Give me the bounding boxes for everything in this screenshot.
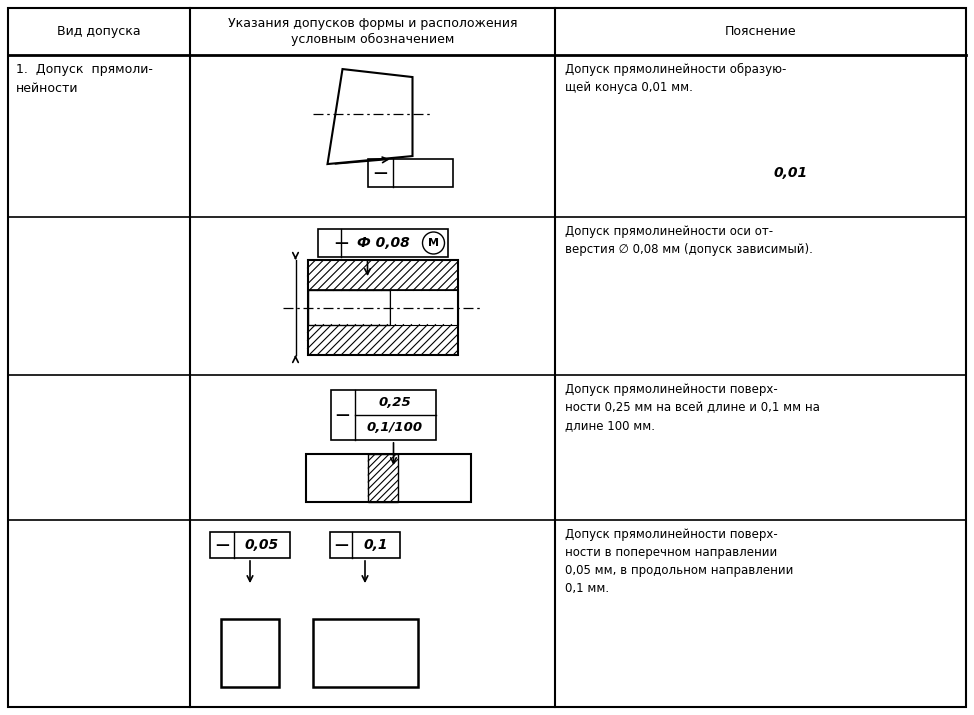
- Bar: [308, 325, 458, 355]
- Bar: [390, 290, 458, 325]
- Text: М: М: [428, 238, 439, 248]
- Text: Допуск прямолинейности оси от-
верстия ∅ 0,08 мм (допуск зависимый).: Допуск прямолинейности оси от- верстия ∅…: [565, 225, 813, 256]
- Text: 0,1: 0,1: [364, 538, 389, 552]
- Text: 0,1/100: 0,1/100: [367, 421, 423, 434]
- Text: Вид допуска: Вид допуска: [57, 25, 141, 38]
- Bar: [221, 619, 279, 687]
- Bar: [306, 454, 470, 502]
- Text: —: —: [215, 538, 229, 552]
- Bar: [368, 454, 398, 502]
- Text: Допуск прямолинейности поверх-
ности в поперечном направлении
0,05 мм, в продоль: Допуск прямолинейности поверх- ности в п…: [565, 528, 794, 595]
- Bar: [330, 390, 435, 440]
- Bar: [308, 260, 458, 290]
- Text: —: —: [334, 538, 348, 552]
- Text: 1.  Допуск  прямоли-
нейности: 1. Допуск прямоли- нейности: [16, 63, 153, 95]
- Text: Пояснение: Пояснение: [725, 25, 797, 38]
- Text: Указания допусков формы и расположения
условным обозначением: Указания допусков формы и расположения у…: [228, 17, 517, 46]
- Text: 0,01: 0,01: [773, 166, 807, 180]
- Text: 0,05: 0,05: [244, 538, 280, 552]
- Text: Допуск прямолинейности поверх-
ности 0,25 мм на всей длине и 0,1 мм на
длине 100: Допуск прямолинейности поверх- ности 0,2…: [565, 383, 820, 432]
- Text: 0,25: 0,25: [379, 396, 411, 409]
- Bar: [330, 532, 400, 558]
- Bar: [210, 532, 290, 558]
- Bar: [367, 159, 453, 187]
- Bar: [313, 619, 418, 687]
- Text: Ф 0,08: Ф 0,08: [356, 236, 410, 250]
- Text: Допуск прямолинейности образую-
щей конуса 0,01 мм.: Допуск прямолинейности образую- щей кону…: [565, 63, 786, 94]
- Text: —: —: [373, 166, 388, 180]
- Bar: [308, 260, 458, 355]
- Text: —: —: [336, 408, 350, 422]
- Text: —: —: [334, 236, 348, 250]
- Bar: [308, 290, 390, 325]
- Bar: [318, 229, 447, 257]
